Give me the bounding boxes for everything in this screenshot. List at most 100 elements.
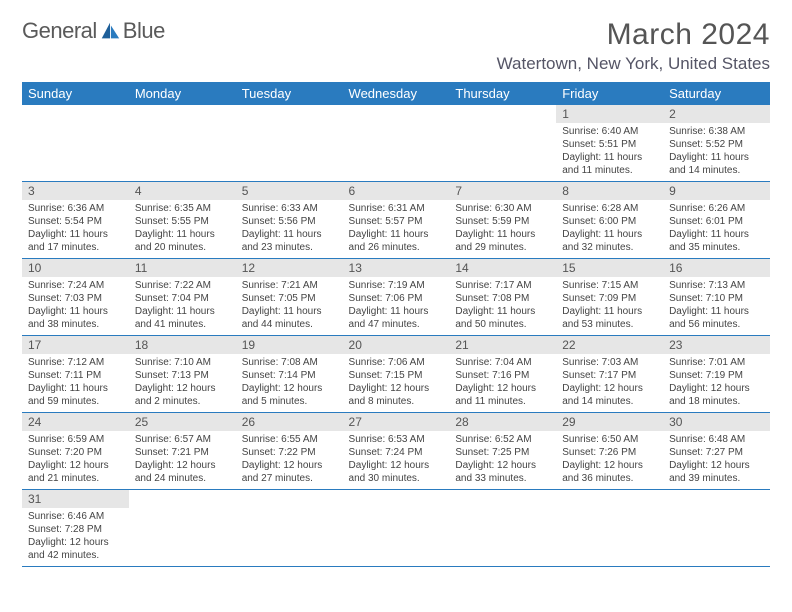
weekday-header: Monday: [129, 82, 236, 105]
calendar-cell: [556, 490, 663, 567]
day-details: Sunrise: 6:52 AMSunset: 7:25 PMDaylight:…: [449, 431, 556, 489]
calendar-cell: 21Sunrise: 7:04 AMSunset: 7:16 PMDayligh…: [449, 336, 556, 413]
weekday-header: Tuesday: [236, 82, 343, 105]
day-details: Sunrise: 7:12 AMSunset: 7:11 PMDaylight:…: [22, 354, 129, 412]
calendar-cell: 28Sunrise: 6:52 AMSunset: 7:25 PMDayligh…: [449, 413, 556, 490]
calendar-cell: [22, 105, 129, 182]
weekday-header: Wednesday: [343, 82, 450, 105]
day-number: 3: [22, 182, 129, 200]
day-details: Sunrise: 7:03 AMSunset: 7:17 PMDaylight:…: [556, 354, 663, 412]
calendar-cell: 29Sunrise: 6:50 AMSunset: 7:26 PMDayligh…: [556, 413, 663, 490]
calendar-cell: [663, 490, 770, 567]
day-number: 7: [449, 182, 556, 200]
calendar-cell: 11Sunrise: 7:22 AMSunset: 7:04 PMDayligh…: [129, 259, 236, 336]
brand-text-part1: General: [22, 18, 97, 44]
day-number: 26: [236, 413, 343, 431]
day-number: 18: [129, 336, 236, 354]
calendar-cell: 16Sunrise: 7:13 AMSunset: 7:10 PMDayligh…: [663, 259, 770, 336]
brand-logo: General Blue: [22, 18, 165, 44]
day-details: Sunrise: 6:36 AMSunset: 5:54 PMDaylight:…: [22, 200, 129, 258]
calendar-cell: 20Sunrise: 7:06 AMSunset: 7:15 PMDayligh…: [343, 336, 450, 413]
calendar-cell: [449, 490, 556, 567]
day-number: 28: [449, 413, 556, 431]
calendar-cell: 25Sunrise: 6:57 AMSunset: 7:21 PMDayligh…: [129, 413, 236, 490]
calendar-cell: 8Sunrise: 6:28 AMSunset: 6:00 PMDaylight…: [556, 182, 663, 259]
weekday-header: Thursday: [449, 82, 556, 105]
day-number: 29: [556, 413, 663, 431]
weekday-header: Friday: [556, 82, 663, 105]
day-details: Sunrise: 7:04 AMSunset: 7:16 PMDaylight:…: [449, 354, 556, 412]
day-details: Sunrise: 6:38 AMSunset: 5:52 PMDaylight:…: [663, 123, 770, 181]
calendar-cell: 6Sunrise: 6:31 AMSunset: 5:57 PMDaylight…: [343, 182, 450, 259]
day-details: Sunrise: 6:31 AMSunset: 5:57 PMDaylight:…: [343, 200, 450, 258]
calendar-cell: 1Sunrise: 6:40 AMSunset: 5:51 PMDaylight…: [556, 105, 663, 182]
day-details: Sunrise: 6:59 AMSunset: 7:20 PMDaylight:…: [22, 431, 129, 489]
calendar-cell: 17Sunrise: 7:12 AMSunset: 7:11 PMDayligh…: [22, 336, 129, 413]
calendar-cell: 5Sunrise: 6:33 AMSunset: 5:56 PMDaylight…: [236, 182, 343, 259]
calendar-cell: 9Sunrise: 6:26 AMSunset: 6:01 PMDaylight…: [663, 182, 770, 259]
calendar-cell: [449, 105, 556, 182]
day-details: Sunrise: 7:24 AMSunset: 7:03 PMDaylight:…: [22, 277, 129, 335]
day-details: Sunrise: 7:17 AMSunset: 7:08 PMDaylight:…: [449, 277, 556, 335]
calendar-cell: 13Sunrise: 7:19 AMSunset: 7:06 PMDayligh…: [343, 259, 450, 336]
location-text: Watertown, New York, United States: [22, 54, 770, 74]
day-number: 10: [22, 259, 129, 277]
day-details: Sunrise: 7:01 AMSunset: 7:19 PMDaylight:…: [663, 354, 770, 412]
day-number: 20: [343, 336, 450, 354]
day-details: Sunrise: 6:40 AMSunset: 5:51 PMDaylight:…: [556, 123, 663, 181]
calendar-cell: 24Sunrise: 6:59 AMSunset: 7:20 PMDayligh…: [22, 413, 129, 490]
day-number: 6: [343, 182, 450, 200]
calendar-cell: 12Sunrise: 7:21 AMSunset: 7:05 PMDayligh…: [236, 259, 343, 336]
calendar-cell: 15Sunrise: 7:15 AMSunset: 7:09 PMDayligh…: [556, 259, 663, 336]
day-number: 14: [449, 259, 556, 277]
calendar-cell: [236, 105, 343, 182]
day-details: Sunrise: 6:48 AMSunset: 7:27 PMDaylight:…: [663, 431, 770, 489]
calendar-cell: [129, 105, 236, 182]
calendar-cell: 30Sunrise: 6:48 AMSunset: 7:27 PMDayligh…: [663, 413, 770, 490]
day-details: Sunrise: 6:55 AMSunset: 7:22 PMDaylight:…: [236, 431, 343, 489]
day-details: Sunrise: 6:28 AMSunset: 6:00 PMDaylight:…: [556, 200, 663, 258]
day-details: Sunrise: 7:06 AMSunset: 7:15 PMDaylight:…: [343, 354, 450, 412]
calendar-cell: 7Sunrise: 6:30 AMSunset: 5:59 PMDaylight…: [449, 182, 556, 259]
day-details: Sunrise: 7:19 AMSunset: 7:06 PMDaylight:…: [343, 277, 450, 335]
day-details: Sunrise: 6:57 AMSunset: 7:21 PMDaylight:…: [129, 431, 236, 489]
day-details: Sunrise: 6:33 AMSunset: 5:56 PMDaylight:…: [236, 200, 343, 258]
calendar-cell: 3Sunrise: 6:36 AMSunset: 5:54 PMDaylight…: [22, 182, 129, 259]
day-details: Sunrise: 7:13 AMSunset: 7:10 PMDaylight:…: [663, 277, 770, 335]
day-number: 4: [129, 182, 236, 200]
day-details: Sunrise: 6:35 AMSunset: 5:55 PMDaylight:…: [129, 200, 236, 258]
day-details: Sunrise: 7:08 AMSunset: 7:14 PMDaylight:…: [236, 354, 343, 412]
calendar-cell: 10Sunrise: 7:24 AMSunset: 7:03 PMDayligh…: [22, 259, 129, 336]
day-number: 2: [663, 105, 770, 123]
day-number: 22: [556, 336, 663, 354]
day-details: Sunrise: 7:15 AMSunset: 7:09 PMDaylight:…: [556, 277, 663, 335]
day-details: Sunrise: 6:53 AMSunset: 7:24 PMDaylight:…: [343, 431, 450, 489]
calendar-cell: [236, 490, 343, 567]
calendar-cell: 14Sunrise: 7:17 AMSunset: 7:08 PMDayligh…: [449, 259, 556, 336]
day-number: 15: [556, 259, 663, 277]
day-number: 8: [556, 182, 663, 200]
calendar-cell: [129, 490, 236, 567]
day-number: 16: [663, 259, 770, 277]
calendar-cell: [343, 105, 450, 182]
calendar-cell: [343, 490, 450, 567]
day-number: 5: [236, 182, 343, 200]
calendar-cell: 18Sunrise: 7:10 AMSunset: 7:13 PMDayligh…: [129, 336, 236, 413]
calendar-cell: 22Sunrise: 7:03 AMSunset: 7:17 PMDayligh…: [556, 336, 663, 413]
brand-text-part2: Blue: [123, 18, 165, 44]
day-number: 17: [22, 336, 129, 354]
day-number: 25: [129, 413, 236, 431]
day-details: Sunrise: 7:21 AMSunset: 7:05 PMDaylight:…: [236, 277, 343, 335]
day-details: Sunrise: 6:46 AMSunset: 7:28 PMDaylight:…: [22, 508, 129, 566]
day-number: 30: [663, 413, 770, 431]
sail-icon: [99, 20, 121, 42]
calendar-cell: 2Sunrise: 6:38 AMSunset: 5:52 PMDaylight…: [663, 105, 770, 182]
calendar-cell: 4Sunrise: 6:35 AMSunset: 5:55 PMDaylight…: [129, 182, 236, 259]
calendar-cell: 19Sunrise: 7:08 AMSunset: 7:14 PMDayligh…: [236, 336, 343, 413]
day-number: 31: [22, 490, 129, 508]
day-number: 11: [129, 259, 236, 277]
weekday-header: Saturday: [663, 82, 770, 105]
day-number: 21: [449, 336, 556, 354]
day-details: Sunrise: 6:26 AMSunset: 6:01 PMDaylight:…: [663, 200, 770, 258]
day-number: 13: [343, 259, 450, 277]
